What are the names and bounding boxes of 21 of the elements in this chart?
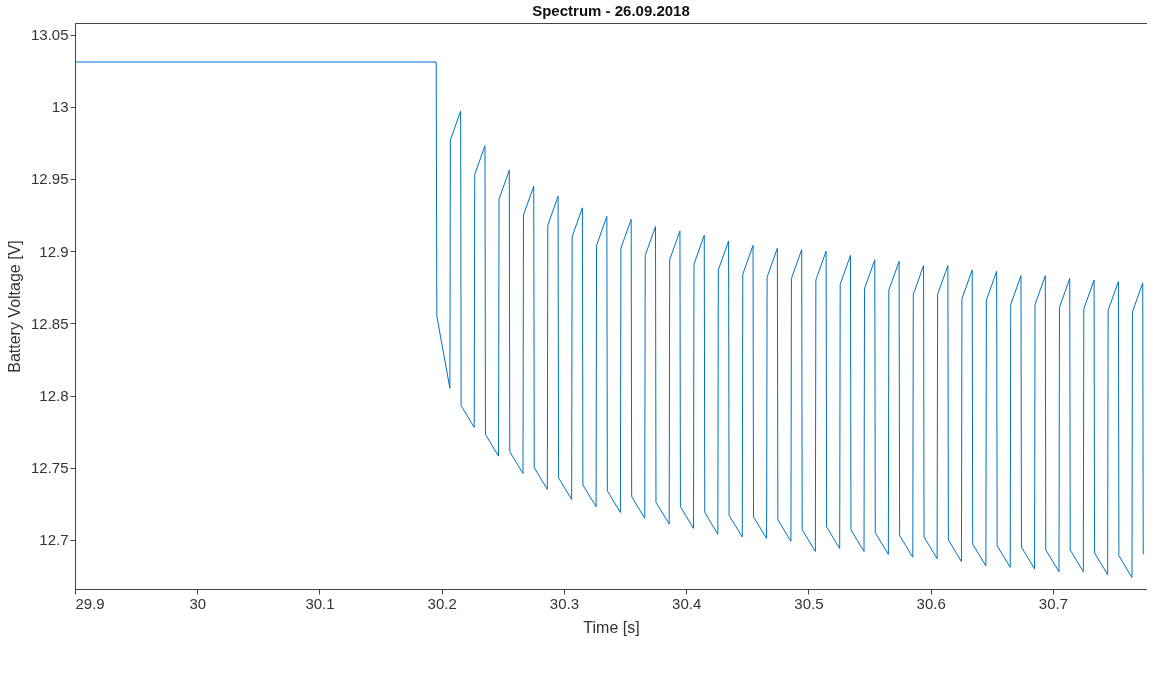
y-tick-label: 13.05 [30, 26, 69, 44]
y-tick-label: 12.8 [39, 387, 69, 405]
x-tick-label: 30.7 [1038, 594, 1068, 612]
line-series [75, 61, 1144, 578]
y-axis-title: Battery Voltage [V] [5, 240, 23, 373]
x-tick-label: 30.6 [916, 594, 946, 612]
y-tick-label: 12.85 [30, 314, 69, 332]
y-tick-label: 12.75 [30, 459, 69, 477]
y-tick-label: 12.7 [39, 531, 69, 549]
chart-title: Spectrum - 26.09.2018 [532, 2, 690, 19]
x-tick-label: 30.2 [427, 594, 457, 612]
x-axis-title: Time [s] [583, 618, 640, 636]
x-tick-label: 30.4 [672, 594, 702, 612]
x-tick-label: 30 [189, 594, 207, 612]
x-tick-label: 29.9 [75, 594, 105, 612]
x-tick-label: 30.1 [305, 594, 335, 612]
y-tick-label: 12.95 [30, 170, 69, 188]
x-tick-label: 30.3 [549, 594, 580, 612]
x-tick-label: 30.5 [794, 594, 824, 612]
y-tick-label: 13 [51, 98, 69, 116]
y-tick-label: 12.9 [39, 242, 69, 260]
